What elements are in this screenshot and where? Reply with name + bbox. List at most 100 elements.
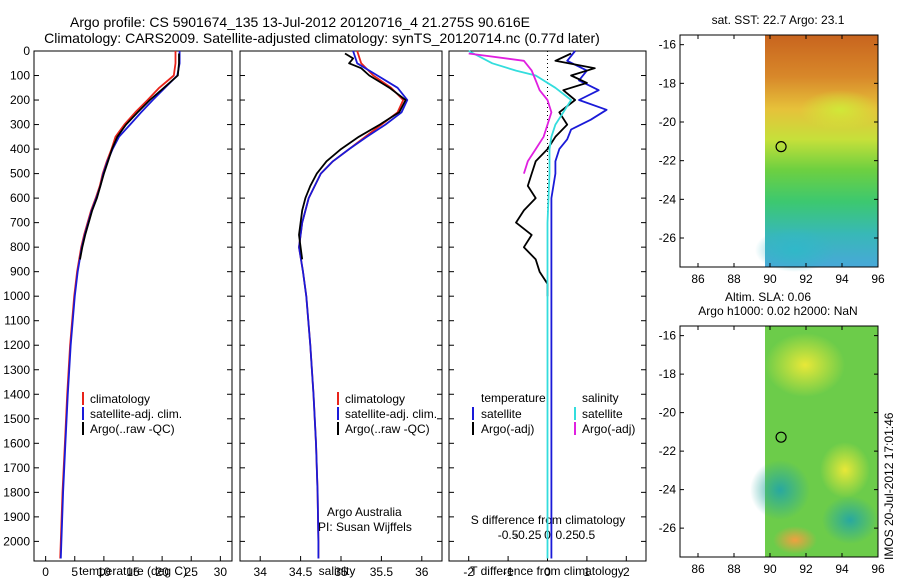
sla-map-ytick-label: -26 [659,521,677,535]
salinity-legend-climatology: climatology [345,392,405,406]
depth-tick-label: 1700 [3,461,30,475]
depth-tick-label: 600 [10,191,30,205]
sla-map-xtick-label: 92 [799,562,813,576]
depth-tick-label: 1500 [3,412,30,426]
sst-map-ytick-label: -16 [659,38,677,52]
depth-tick-label: 900 [10,265,30,279]
depth-tick-label: 1300 [3,363,30,377]
sla-map-patch-orange [773,526,817,554]
sla-map-patch-yellow-1 [765,333,845,397]
salinity-xlabel: salinity [319,564,356,578]
depth-tick-label: 100 [10,69,30,83]
sst-map-xtick-label: 92 [799,272,813,286]
sla-map-xtick-label: 90 [763,562,777,576]
temperature-xtick-label: 10 [97,565,111,579]
temperature-xtick-label: 25 [185,565,199,579]
salinity-legend: climatology satellite-adj. clim. Argo(..… [337,392,437,436]
sla-map-ytick-label: -16 [659,329,677,343]
temperature-xtick-label: 30 [214,565,228,579]
sla-map: Altim. SLA: 0.06 Argo h1000: 0.02 h2000:… [679,290,879,558]
difference-legend-s-satellite: satellite [582,407,623,421]
sst-map: sat. SST: 22.7 Argo: 23.1 [679,13,880,272]
salinity-annotation-line1: Argo Australia [327,505,402,519]
sst-map-patch-cyan [755,228,835,272]
difference-legend-s-argo: Argo(-adj) [582,422,635,436]
difference-legend-t-satellite: satellite [481,407,522,421]
salinity-series-argo-raw-qc [298,52,407,260]
sst-map-ytick-label: -18 [659,76,677,90]
header-line1: Argo profile: CS 5901674_135 13-Jul-2012… [70,14,530,30]
temperature-legend-argo: Argo(..raw -QC) [90,422,175,436]
sst-map-title: sat. SST: 22.7 Argo: 23.1 [712,13,845,27]
salinity-xtick-label: 34.5 [289,565,313,579]
sla-map-xtick-label: 86 [691,562,705,576]
depth-tick-label: 1000 [3,289,30,303]
sla-map-ytick-label: -20 [659,406,677,420]
sst-map-patch-yellow [800,90,880,130]
sla-map-subtitle: Argo h1000: 0.02 h2000: NaN [698,304,857,318]
sla-map-xtick-label: 88 [727,562,741,576]
temperature-legend-climatology: climatology [90,392,150,406]
difference-top-tick-label: -0.5 [498,528,519,542]
salinity-xtick-label: 34 [254,565,268,579]
sst-map-xtick-label: 86 [691,272,705,286]
difference-xlabel: T difference from climatology [470,564,624,578]
salinity-plot-frame [239,50,443,562]
salinity-xtick-label: 35 [334,565,348,579]
depth-tick-label: 500 [10,167,30,181]
difference-xtick-label: 1 [584,565,591,579]
depth-tick-label: 1400 [3,387,30,401]
depth-tick-label: 2000 [3,534,30,548]
difference-legend-temperature-title: temperature [481,391,546,405]
depth-tick-label: 400 [10,142,30,156]
sla-map-ytick-label: -24 [659,483,677,497]
difference-series-s-argo-adj [468,52,553,174]
sst-map-xtick-label: 90 [763,272,777,286]
depth-tick-label: 200 [10,93,30,107]
temperature-xtick-label: 0 [42,565,49,579]
depth-tick-label: 300 [10,118,30,132]
difference-legend: temperature salinity satellite Argo(-adj… [472,391,635,436]
depth-tick-label: 1600 [3,436,30,450]
difference-legend-t-argo: Argo(-adj) [481,422,534,436]
difference-xtick-label: -2 [463,565,474,579]
depth-tick-label: 0 [23,44,30,58]
temperature-series-satellite-adj-clim [59,51,181,559]
sla-map-frame [679,325,879,558]
salinity-series-satellite-adj-clim [298,50,409,559]
salinity-annotation-line2: PI: Susan Wijffels [318,520,412,534]
temperature-xtick-label: 15 [126,565,140,579]
chart-marks: 0 5 10 15 20 25 300100200300400500600700800900… [3,35,885,579]
sla-map-patch-yellow-2 [820,442,870,498]
sst-map-ytick-label: -24 [659,192,677,206]
salinity-xtick-label: 35.5 [370,565,394,579]
difference-series-t-argo-adj [515,52,596,297]
depth-tick-label: 1200 [3,338,30,352]
difference-top-tick-label: 0.25 [556,528,580,542]
temperature-xtick-label: 20 [155,565,169,579]
temperature-legend: climatology satellite-adj. clim. Argo(..… [82,392,182,436]
difference-top-tick-label: 0.5 [579,528,596,542]
sst-map-xtick-label: 88 [727,272,741,286]
difference-legend-salinity-title: salinity [582,391,619,405]
temperature-legend-satellite: satellite-adj. clim. [90,407,182,421]
sla-map-patch-teal-1 [750,460,810,520]
header-line2: Climatology: CARS2009. Satellite-adjuste… [44,30,600,46]
difference-series-s-satellite [468,50,572,559]
salinity-legend-argo: Argo(..raw -QC) [345,422,430,436]
depth-tick-label: 700 [10,216,30,230]
temperature-xlabel: temperature (deg C) [79,564,187,578]
sla-map-title: Altim. SLA: 0.06 [725,290,811,304]
difference-series-t-satellite [550,50,608,559]
sla-map-patch-teal-2 [822,496,878,544]
depth-tick-label: 1900 [3,510,30,524]
difference-top-tick-label: -0.25 [514,528,542,542]
difference-xtick-label: -1 [503,565,514,579]
temperature-series-argo-raw-qc [79,53,180,260]
temperature-xtick-label: 5 [71,565,78,579]
depth-tick-label: 800 [10,240,30,254]
sst-map-xtick-label: 96 [871,272,885,286]
sst-map-ytick-label: -26 [659,231,677,245]
depth-tick-label: 1100 [4,314,30,328]
